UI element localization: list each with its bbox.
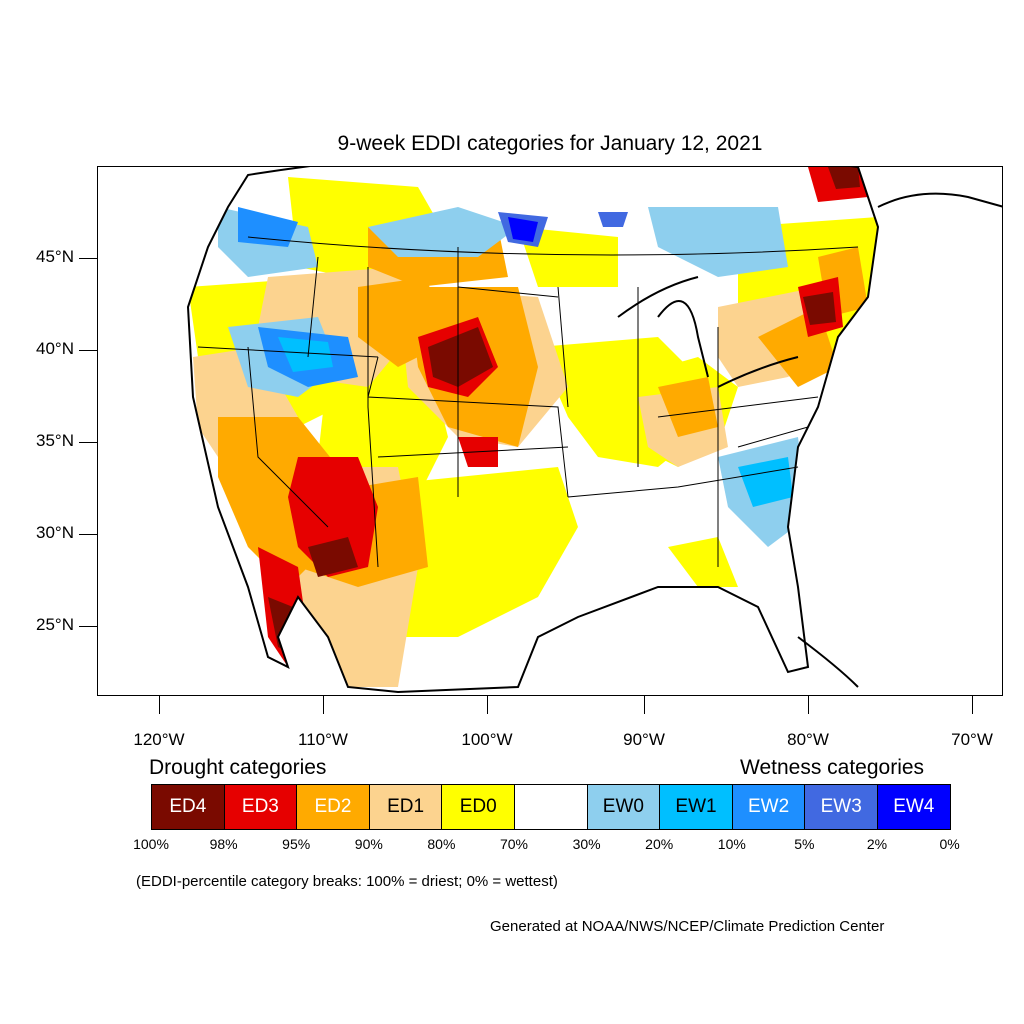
y-tick — [79, 534, 97, 535]
x-tick — [972, 696, 973, 714]
legend-percentile-label: 20% — [645, 836, 674, 852]
y-tick-label: 40°N — [36, 339, 74, 358]
legend-percentile-label: 100% — [133, 836, 169, 852]
x-tick — [644, 696, 645, 714]
x-tick-label: 100°W — [461, 730, 513, 749]
legend-percentile-label: 98% — [209, 836, 238, 852]
legend-percentile-label: 80% — [427, 836, 456, 852]
legend-swatch-ew1: EW1 — [659, 784, 733, 830]
eddi-map — [186, 167, 1002, 694]
x-tick-label: 120°W — [133, 730, 185, 749]
legend-swatch-ew4: EW4 — [877, 784, 951, 830]
legend-swatch-ew3: EW3 — [804, 784, 878, 830]
drought-legend-heading: Drought categories — [149, 756, 327, 779]
y-tick — [79, 626, 97, 627]
legend-percentile-label: 70% — [499, 836, 529, 852]
legend-swatch-ed4: ED4 — [151, 784, 225, 830]
legend-percentile-label: 0% — [939, 836, 960, 852]
legend-percentile-label: 90% — [354, 836, 383, 852]
y-tick — [79, 258, 97, 259]
legend-swatch-ed2: ED2 — [296, 784, 370, 830]
x-tick — [808, 696, 809, 714]
y-tick-label: 35°N — [36, 431, 74, 450]
legend-percentile-label: 95% — [282, 836, 311, 852]
y-tick — [79, 350, 97, 351]
x-tick-label: 90°W — [623, 730, 665, 749]
x-tick-label: 80°W — [787, 730, 829, 749]
y-tick — [79, 442, 97, 443]
x-tick-label: 70°W — [951, 730, 993, 749]
wetness-legend-heading: Wetness categories — [740, 756, 925, 779]
legend-swatch-normal — [514, 784, 588, 830]
legend-swatch-ed1: ED1 — [368, 784, 443, 830]
legend-percentile-label: 5% — [794, 836, 815, 852]
x-tick — [159, 696, 160, 714]
legend-percentile-label: 30% — [572, 836, 601, 852]
y-tick-label: 30°N — [36, 523, 74, 542]
map-title: 9-week EDDI categories for January 12, 2… — [337, 132, 763, 155]
legend-swatch-ew2: EW2 — [731, 784, 806, 830]
legend-swatch-ew0: EW0 — [586, 784, 661, 830]
legend-percentile-label: 10% — [717, 836, 746, 852]
coastlines — [186, 167, 1002, 694]
y-tick-label: 25°N — [36, 615, 74, 634]
category-breaks-note: (EDDI-percentile category breaks: 100% =… — [136, 873, 558, 890]
x-tick — [487, 696, 488, 714]
legend-swatch-ed0: ED0 — [441, 784, 515, 830]
map-panel — [97, 166, 1003, 696]
credit-line: Generated at NOAA/NWS/NCEP/Climate Predi… — [490, 918, 885, 935]
x-tick — [323, 696, 324, 714]
legend-swatch-ed3: ED3 — [223, 784, 298, 830]
y-tick-label: 45°N — [36, 247, 74, 266]
x-tick-label: 110°W — [298, 730, 348, 749]
legend-percentile-label: 2% — [866, 836, 888, 852]
state-borders — [197, 236, 859, 568]
